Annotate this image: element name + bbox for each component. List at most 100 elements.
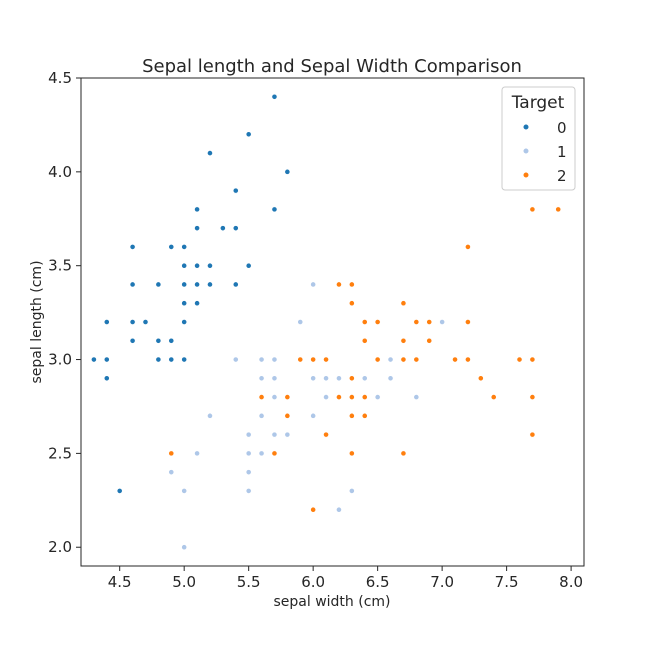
scatter-point <box>168 450 175 457</box>
scatter-point <box>245 431 252 438</box>
scatter-point <box>490 394 497 400</box>
scatter-point <box>181 281 188 288</box>
scatter-point <box>400 356 407 363</box>
scatter-point <box>129 337 136 344</box>
y-tick-label: 3.5 <box>48 257 72 275</box>
legend-frame <box>501 86 576 191</box>
scatter-point <box>361 375 368 382</box>
legend-items: 0 1 2 <box>522 119 567 185</box>
scatter-point <box>155 281 162 288</box>
scatter-point <box>310 375 317 382</box>
scatter-point <box>194 450 200 457</box>
y-tick-label: 4.5 <box>48 69 72 87</box>
scatter-point <box>181 300 188 307</box>
y-tick-label: 2.5 <box>48 444 72 462</box>
scatter-point <box>258 356 265 363</box>
x-tick-label: 5.0 <box>172 573 196 591</box>
scatter-point <box>413 356 420 363</box>
legend-title: Target <box>511 93 565 113</box>
scatter-point <box>271 356 278 363</box>
scatter-point <box>232 187 239 194</box>
scatter-point <box>258 412 265 419</box>
scatter-point <box>310 281 317 288</box>
scatter-point <box>181 319 188 325</box>
scatter-point <box>168 244 175 250</box>
scatter-point <box>348 488 355 494</box>
scatter-point <box>207 281 213 288</box>
legend-marker <box>522 123 530 131</box>
scatter-point <box>323 431 329 438</box>
scatter-point <box>310 506 317 513</box>
scatter-point <box>465 356 471 363</box>
scatter-point <box>232 225 239 232</box>
scatter-point <box>258 450 265 457</box>
x-tick-label: 7.5 <box>495 573 519 591</box>
scatter-point <box>348 450 355 457</box>
scatter-point <box>516 356 523 363</box>
scatter-point <box>400 300 407 307</box>
scatter-point <box>194 281 200 288</box>
scatter-point <box>387 375 394 382</box>
scatter-point <box>387 356 394 363</box>
scatter-point <box>348 375 355 382</box>
scatter-point <box>361 412 368 419</box>
legend: Target 0 1 2 <box>501 86 576 191</box>
scatter-point <box>374 319 381 325</box>
scatter-point <box>284 431 291 438</box>
scatter-point <box>361 337 368 344</box>
scatter-point <box>245 131 252 138</box>
scatter-point <box>323 375 329 382</box>
scatter-point <box>232 281 239 288</box>
scatter-point <box>245 450 252 457</box>
y-tick-label: 4.0 <box>48 163 72 181</box>
scatter-point <box>194 262 200 269</box>
scatter-point <box>103 375 110 382</box>
scatter-point <box>361 394 368 400</box>
scatter-point <box>310 356 317 363</box>
scatter-point <box>207 262 213 269</box>
scatter-point <box>219 225 226 232</box>
scatter-point <box>194 206 200 213</box>
scatter-point <box>348 281 355 288</box>
scatter-point <box>477 375 484 382</box>
scatter-point <box>348 412 355 419</box>
scatter-point <box>181 262 188 269</box>
scatter-point <box>103 356 110 363</box>
scatter-point <box>207 412 213 419</box>
legend-marker <box>522 147 530 155</box>
scatter-point <box>91 356 97 363</box>
x-axis-label: sepal width (cm) <box>273 594 390 610</box>
series-2 <box>168 206 562 513</box>
scatter-point <box>155 356 162 363</box>
scatter-point <box>168 337 175 344</box>
scatter-point <box>413 394 420 400</box>
scatter-point <box>348 300 355 307</box>
y-axis-label: sepal length (cm) <box>29 260 45 383</box>
scatter-point <box>348 394 355 400</box>
scatter-point <box>284 168 291 175</box>
scatter-point <box>168 469 175 476</box>
scatter-point <box>181 356 188 363</box>
scatter-point <box>271 375 278 382</box>
scatter-point <box>297 319 304 325</box>
scatter-point <box>271 431 278 438</box>
x-tick-label: 5.5 <box>237 573 261 591</box>
scatter-point <box>374 356 381 363</box>
scatter-point <box>529 356 536 363</box>
scatter-point <box>465 244 471 250</box>
scatter-point <box>194 225 200 232</box>
scatter-point <box>271 450 278 457</box>
scatter-point <box>361 319 368 325</box>
scatter-point <box>271 93 278 100</box>
scatter-point <box>336 375 342 382</box>
scatter-point <box>336 506 342 513</box>
scatter-point <box>207 150 213 156</box>
scatter-point <box>400 450 407 457</box>
legend-label: 2 <box>557 167 567 185</box>
scatter-point <box>336 394 342 400</box>
scatter-point <box>129 319 136 325</box>
scatter-point <box>129 281 136 288</box>
scatter-point <box>155 337 162 344</box>
